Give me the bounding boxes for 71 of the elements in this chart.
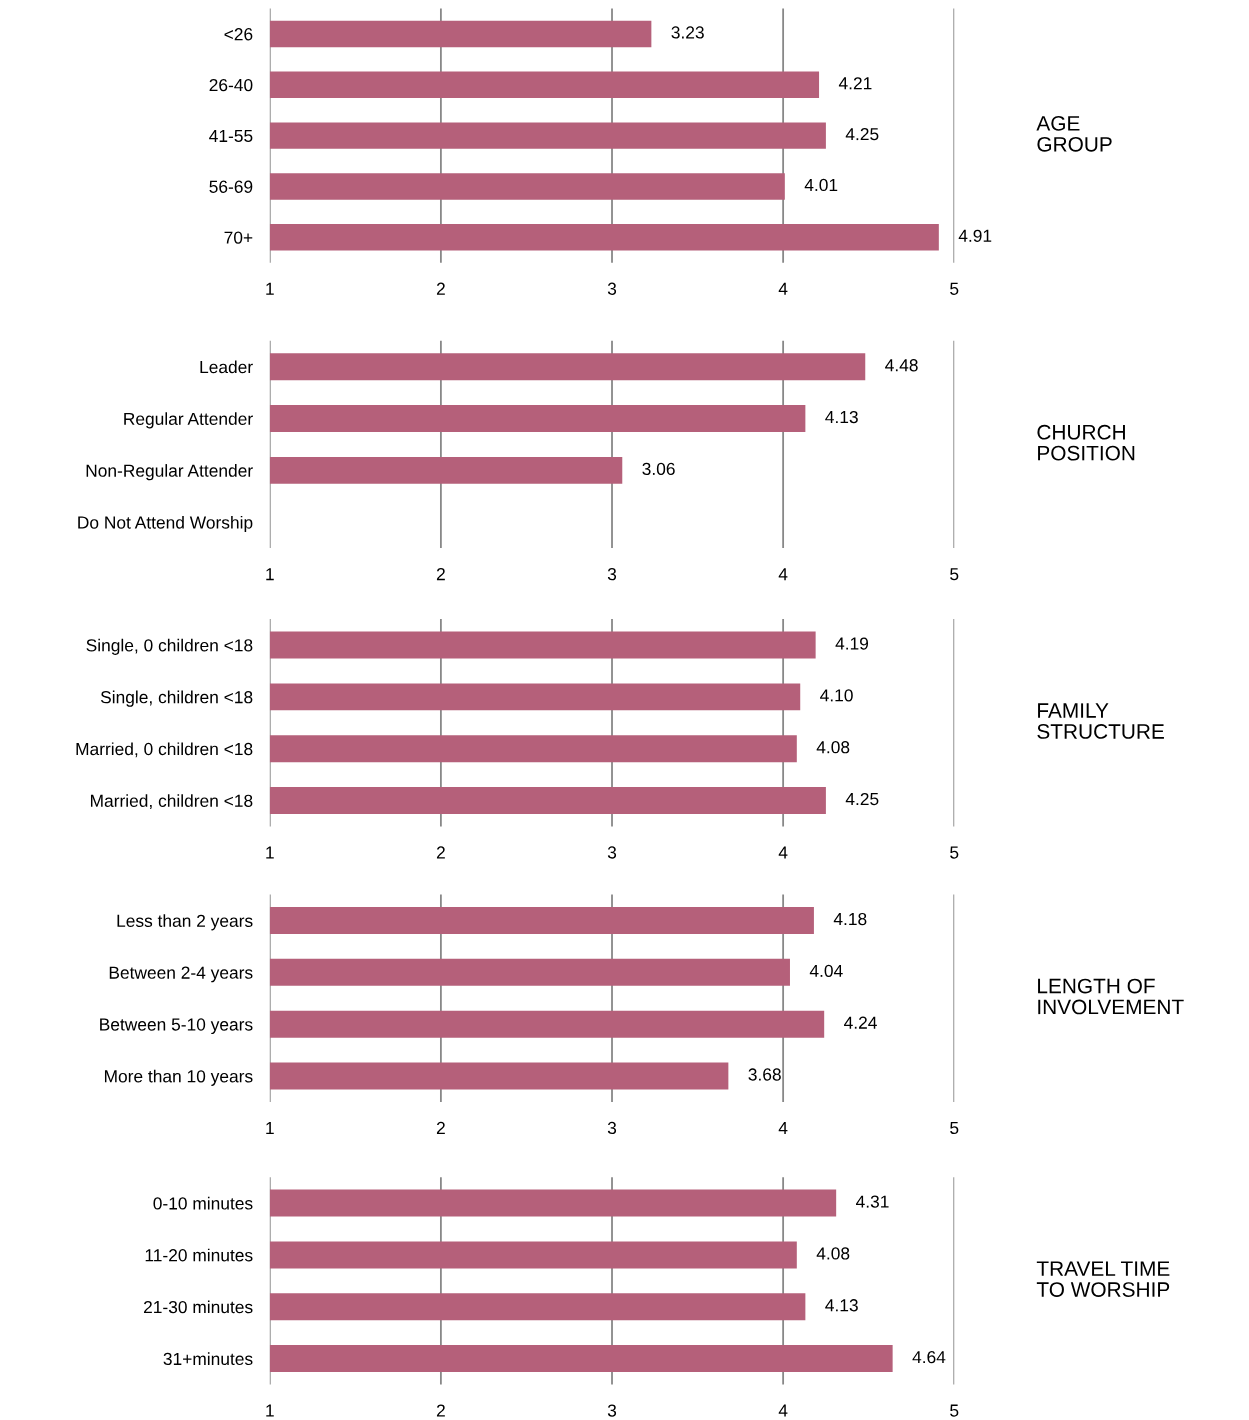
y-tick-label: 21-30 minutes (143, 1300, 253, 1314)
x-tick-label: 2 (436, 1121, 445, 1134)
y-tick-label: Married, children <18 (90, 794, 253, 810)
data-label: 4.25 (845, 127, 879, 141)
data-label: 4.48 (885, 359, 918, 372)
x-tick-label: 1 (266, 1404, 274, 1417)
y-tick-label: 70+ (224, 231, 253, 244)
data-label: 4.24 (844, 1016, 877, 1029)
x-tick-label: 4 (778, 1122, 788, 1134)
y-axis-title: CHURCH POSITION (1037, 424, 1135, 461)
y-tick-label: 56-69 (209, 180, 253, 193)
data-label: 4.13 (825, 410, 858, 424)
y-tick-label: Single, 0 children <18 (86, 638, 253, 655)
y-tick-label: Do Not Attend Worship (78, 515, 253, 533)
data-label: 4.01 (804, 178, 838, 192)
x-tick-label: 1 (266, 568, 274, 581)
y-tick-label: Regular Attender (124, 412, 253, 429)
data-label: 4.08 (816, 1247, 850, 1260)
y-tick-label: 41-55 (209, 129, 253, 143)
y-tick-label: 11-20 minutes (145, 1248, 253, 1262)
y-tick-label: Leader (200, 360, 253, 374)
data-label: 4.04 (809, 964, 843, 978)
y-tick-label: 26-40 (209, 78, 253, 92)
data-label: 3.06 (642, 462, 675, 476)
y-tick-label: 0-10 minutes (153, 1196, 253, 1210)
y-tick-label: Between 5-10 years (100, 1018, 253, 1035)
data-label: 4.13 (825, 1299, 858, 1312)
y-tick-label: <26 (224, 28, 253, 41)
x-tick-label: 3 (607, 1404, 617, 1417)
y-tick-label: Between 2-4 years (109, 966, 253, 983)
x-tick-label: 3 (607, 282, 617, 295)
y-tick-label: Single, children <18 (100, 690, 253, 707)
x-tick-label: 1 (266, 1122, 274, 1134)
x-tick-label: 1 (266, 282, 274, 295)
x-tick-label: 4 (778, 1404, 788, 1417)
x-tick-label: 4 (778, 282, 788, 295)
data-label: 4.31 (856, 1195, 889, 1208)
data-label: 4.18 (833, 912, 867, 926)
y-tick-label: Non-Regular Attender (86, 464, 253, 481)
x-tick-label: 1 (266, 846, 274, 859)
data-label: 4.19 (835, 637, 869, 650)
y-tick-label: Less than 2 years (117, 914, 253, 931)
data-label: 4.08 (816, 741, 850, 754)
x-tick-label: 5 (950, 1122, 959, 1135)
data-label: 4.64 (912, 1350, 946, 1364)
data-label: 3.68 (748, 1068, 781, 1081)
y-tick-label: Married, 0 children <18 (76, 742, 253, 758)
x-tick-label: 5 (950, 846, 959, 859)
y-tick-label: More than 10 years (104, 1069, 253, 1086)
x-tick-label: 3 (607, 846, 617, 859)
data-label: 4.10 (820, 689, 853, 702)
y-axis-title: FAMILY STRUCTURE (1037, 703, 1164, 739)
x-tick-label: 3 (607, 568, 617, 581)
x-tick-label: 2 (436, 1404, 445, 1417)
y-tick-label: 31+minutes (163, 1352, 253, 1366)
y-axis-title: LENGTH OF INVOLVEMENT (1038, 978, 1184, 1015)
data-label: 4.25 (845, 792, 879, 806)
x-tick-label: 2 (436, 568, 445, 581)
data-label: 3.23 (671, 26, 704, 39)
x-tick-label: 2 (436, 846, 445, 859)
x-tick-label: 4 (778, 568, 788, 581)
data-label: 4.91 (958, 229, 992, 242)
x-tick-label: 5 (950, 568, 959, 581)
y-axis-title: AGE GROUP (1036, 115, 1112, 152)
data-label: 4.21 (838, 77, 872, 90)
x-tick-label: 2 (436, 282, 445, 295)
y-axis-title: TRAVEL TIME TO WORSHIP (1036, 1261, 1170, 1297)
x-tick-label: 5 (950, 282, 959, 295)
x-tick-label: 5 (950, 1404, 959, 1417)
x-tick-label: 4 (778, 846, 788, 859)
x-tick-label: 3 (607, 1121, 617, 1135)
